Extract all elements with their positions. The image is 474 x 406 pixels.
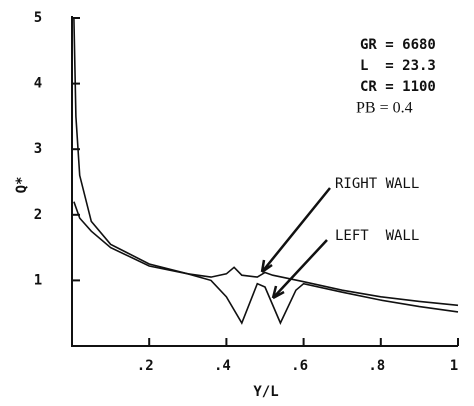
y-tick-label: 5 — [34, 10, 42, 26]
y-axis-label: Q* — [14, 177, 30, 194]
annotation: L = 23.3 — [360, 58, 436, 74]
arrow — [260, 187, 331, 274]
y-tick-label: 4 — [34, 76, 42, 92]
annotation: GR = 6680 — [360, 37, 436, 53]
x-tick-label: .2 — [137, 358, 154, 374]
line-series — [73, 17, 459, 307]
x-tick-label: .4 — [214, 358, 231, 374]
x-tick-label: .6 — [291, 358, 308, 374]
annotation: CR = 1100 — [360, 79, 436, 95]
legend-label: RIGHT WALL — [335, 176, 419, 192]
y-tick-label: 1 — [34, 272, 42, 288]
axes — [71, 16, 458, 347]
line-series — [73, 201, 459, 325]
legend-label: LEFT WALL — [335, 228, 419, 244]
arrow — [271, 239, 328, 300]
y-tick-label: 3 — [34, 141, 42, 157]
x-tick-label: 1 — [450, 358, 458, 374]
y-tick-label: 2 — [34, 207, 42, 223]
x-tick-label: .8 — [368, 358, 385, 374]
x-axis-label: Y/L — [253, 384, 278, 400]
annotation: PB = 0.4 — [356, 100, 413, 117]
